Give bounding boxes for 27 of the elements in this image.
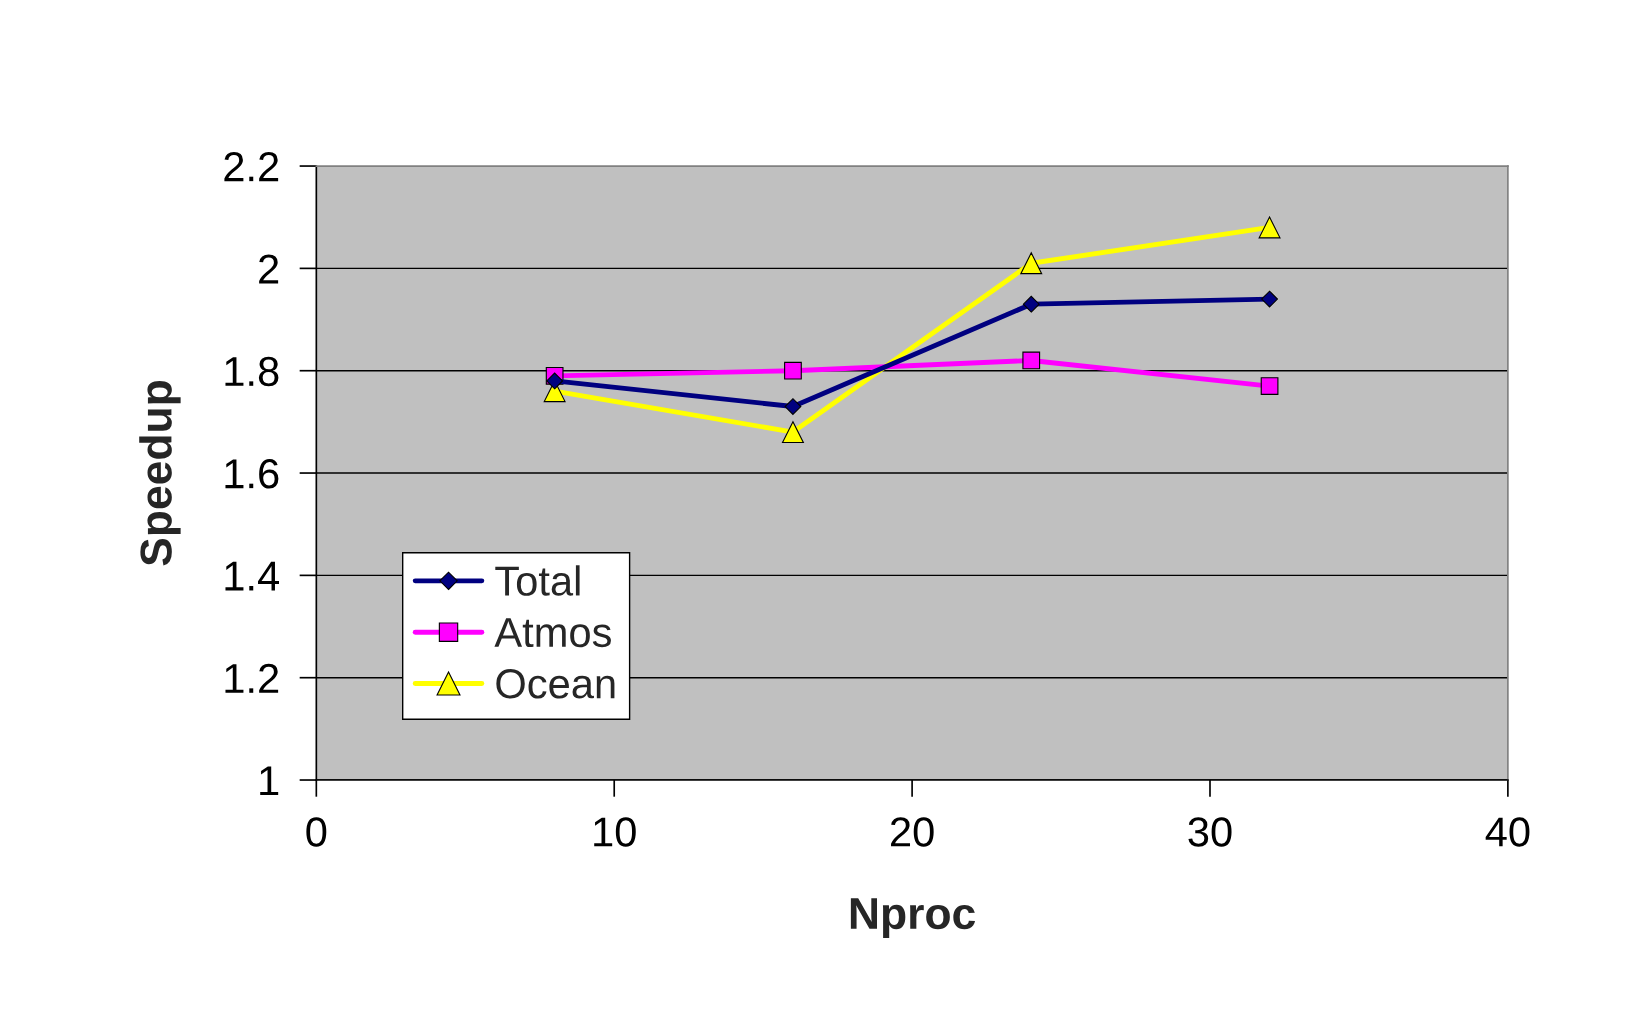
point bbox=[1260, 377, 1279, 395]
y-tick-label: 1.6 bbox=[225, 459, 279, 489]
x-axis-title: Nproc bbox=[850, 898, 976, 939]
point bbox=[784, 398, 802, 415]
y-tick-label: 1 bbox=[260, 766, 279, 796]
x-tick-label: 20 bbox=[891, 817, 934, 847]
x-tick-label: 40 bbox=[1485, 817, 1530, 847]
y-tick-label: 2.2 bbox=[224, 152, 279, 182]
point bbox=[1020, 252, 1043, 275]
point bbox=[1258, 216, 1281, 239]
y-tick-label: 1.8 bbox=[225, 356, 279, 387]
point bbox=[781, 421, 804, 444]
x-tick-label: 30 bbox=[1188, 817, 1232, 847]
x-tick-label: 0 bbox=[306, 817, 327, 847]
point bbox=[1022, 295, 1040, 313]
y-axis-title: Speedup bbox=[139, 381, 181, 566]
point bbox=[784, 361, 802, 380]
point bbox=[546, 372, 564, 390]
legend-label: Ocean bbox=[496, 669, 615, 699]
y-tick-label: 1.2 bbox=[225, 663, 279, 693]
point bbox=[1022, 351, 1041, 370]
x-tick-label: 10 bbox=[594, 817, 636, 847]
point bbox=[1261, 290, 1278, 308]
y-tick-label: 2 bbox=[259, 254, 279, 284]
legend-label: Total bbox=[495, 565, 580, 596]
legend-label: Atmos bbox=[494, 618, 611, 648]
y-tick-label: 1.4 bbox=[225, 561, 279, 591]
